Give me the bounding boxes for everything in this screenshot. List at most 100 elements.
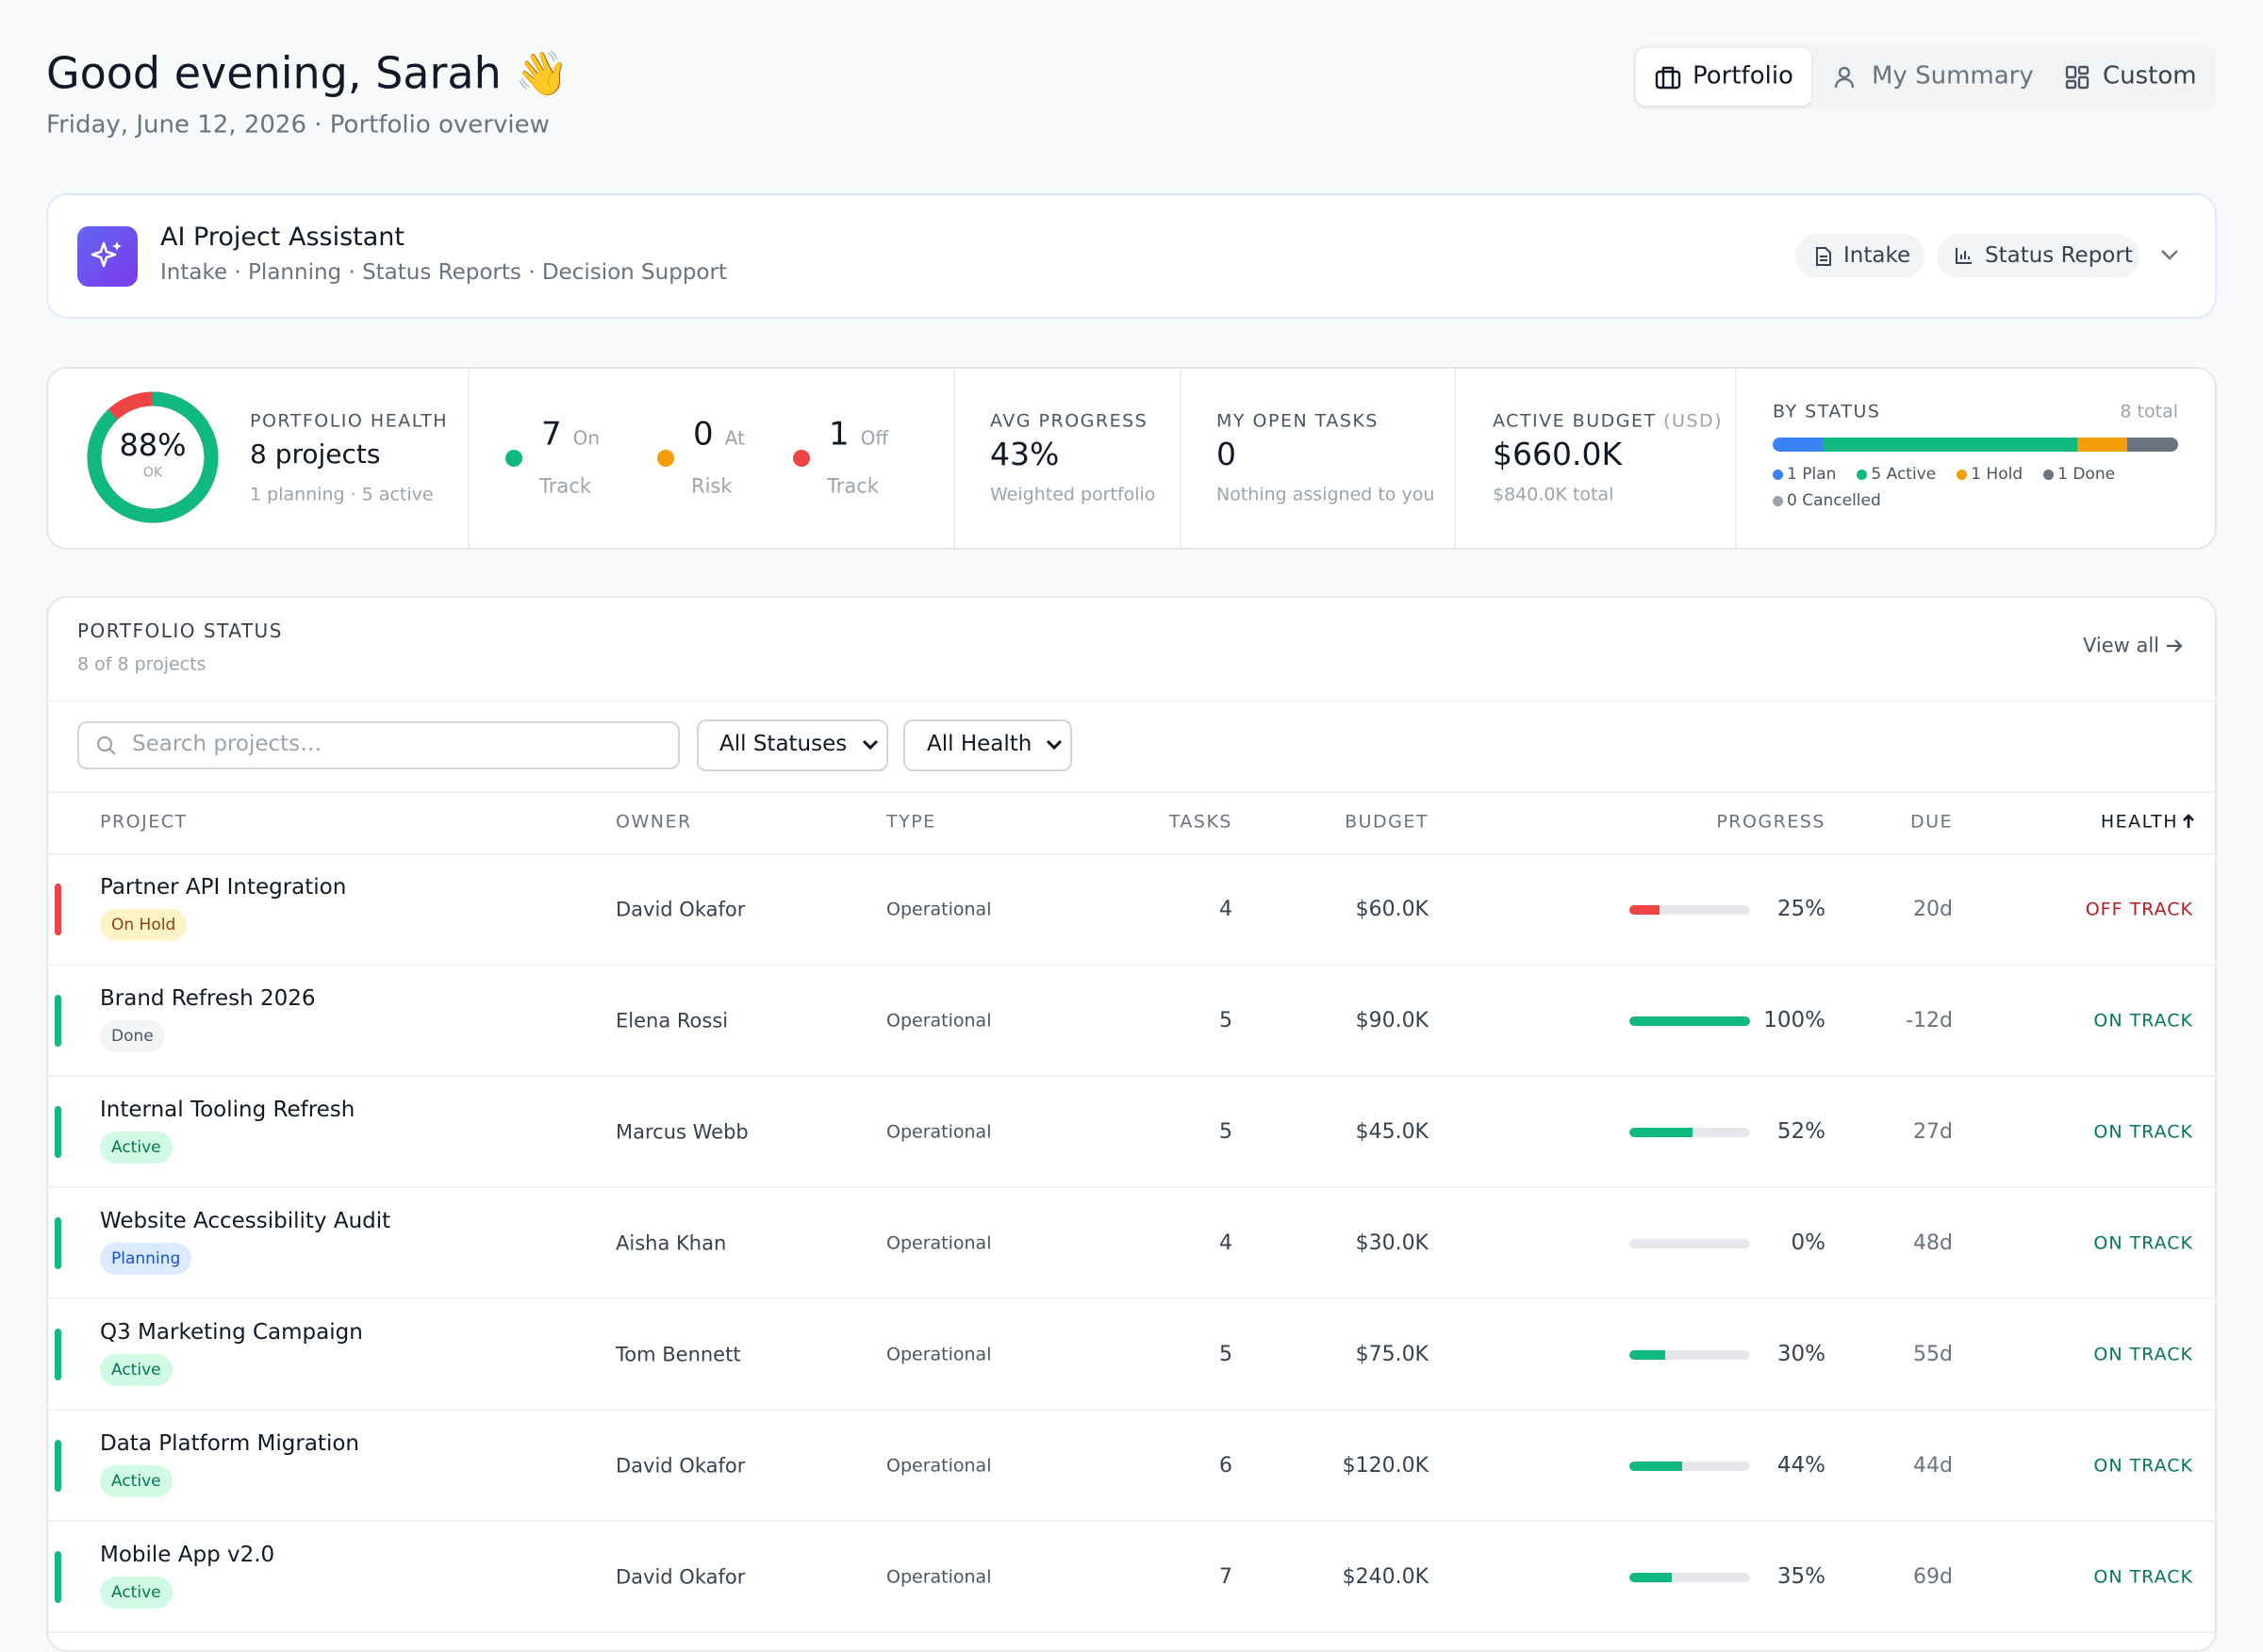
column-header[interactable]: TYPE [886,811,936,833]
due: 20d [1913,897,1953,921]
legend-item: 1 Plan [1773,465,1836,484]
health-stripe [55,884,61,935]
assistant-subtitle: Intake · Planning · Status Reports · Dec… [160,260,727,286]
budget: $75.0K [1355,1342,1429,1366]
column-header[interactable]: PROJECT [100,811,188,833]
health-stripe [55,1106,61,1158]
legend-item: 1 Hold [1957,465,2023,484]
tasks: 4 [1219,1231,1232,1255]
due: -12d [1906,1008,1953,1032]
status-filter[interactable] [697,719,888,771]
health-stripe [55,995,61,1047]
tab[interactable]: Custom [2103,61,2197,91]
chart-icon [1956,248,1972,264]
legend-label: 0 Cancelled [1787,491,1881,510]
column-header[interactable]: TASKS [1168,811,1232,833]
progress-label: 52% [1776,1119,1825,1145]
progress-fill [1629,1350,1666,1360]
track-count: 1 Off [829,416,888,454]
divider [1735,369,1737,548]
button-label[interactable]: Status Report [1985,243,2133,269]
column-header[interactable]: PROGRESS [1716,811,1825,833]
portfolio-icon [1655,66,1681,90]
legend-dot [1957,469,1968,480]
owner: David Okafor [616,1454,746,1478]
filter-label[interactable]: All Health [927,732,1032,757]
track-word: Track [827,474,879,498]
grid-icon [2065,65,2090,90]
progress-track [1629,1573,1750,1582]
progress-label: 100% [1763,1008,1825,1033]
tab-active-bg[interactable] [1636,48,1811,106]
progress-track [1629,1462,1750,1471]
status-badge: On Hold [100,908,188,942]
stat-note: Nothing assigned to you [1216,484,1435,505]
project-name[interactable]: Brand Refresh 2026 [100,986,316,1012]
status-badge: Active [100,1464,173,1498]
health: OFF TRACK [2085,899,2193,920]
button-label[interactable]: Intake [1843,243,1911,269]
legend-label: 1 Done [2057,465,2116,484]
stat-label: MY OPEN TASKS [1216,410,1379,432]
project-name[interactable]: Partner API Integration [100,875,347,900]
track-word: Risk [691,474,733,498]
row-divider [48,1631,2215,1633]
project-name[interactable]: Website Accessibility Audit [100,1209,391,1234]
stat-note: $840.0K total [1493,484,1614,505]
chevron-down[interactable] [2159,248,2180,261]
progress-track [1629,1239,1750,1248]
budget: $30.0K [1355,1231,1429,1255]
search-placeholder[interactable]: Search projects… [132,732,322,757]
donut-arc [87,391,219,523]
sort-arrow[interactable] [2181,813,2196,830]
filter-label[interactable]: All Statuses [719,732,848,757]
search-input[interactable] [77,721,680,769]
status-badge: Active [100,1131,173,1165]
progress-track [1629,1016,1750,1026]
arrow-right[interactable] [2165,637,2184,654]
stat-value: 8 projects [250,438,381,471]
due: 55d [1913,1342,1953,1366]
stat-value: 0 [1216,436,1236,473]
tab[interactable]: Portfolio [1693,61,1793,91]
column-header[interactable]: OWNER [616,811,692,833]
project-name[interactable]: Data Platform Migration [100,1431,359,1457]
track-count: 7 On [541,416,600,454]
project-name[interactable]: Mobile App v2.0 [100,1543,275,1568]
project-name[interactable]: Q3 Marketing Campaign [100,1320,363,1346]
divider [48,853,2215,855]
tasks: 5 [1219,1119,1232,1144]
row-divider [48,1186,2215,1188]
tasks: 5 [1219,1342,1232,1366]
divider [953,369,955,548]
user-icon [1834,66,1855,89]
divider [1180,369,1181,548]
track-dot [793,450,810,467]
legend-item: 1 Done [2043,465,2115,484]
progress-fill [1629,905,1660,915]
tab[interactable]: My Summary [1872,61,2034,91]
column-header[interactable]: DUE [1909,811,1953,833]
progress-label: 0% [1791,1231,1826,1256]
legend-label: 1 Hold [1971,465,2023,484]
portfolio-title: PORTFOLIO STATUS [77,620,283,642]
row-divider [48,1297,2215,1299]
due: 27d [1913,1119,1953,1144]
health-filter[interactable] [903,719,1072,771]
status-badge: Active [100,1353,173,1387]
status-report-button[interactable] [1937,234,2139,278]
type: Operational [886,1121,992,1143]
status-badge: Active [100,1576,173,1610]
column-header[interactable]: BUDGET [1345,811,1429,833]
progress-fill [1629,1016,1750,1026]
row-divider [48,1075,2215,1077]
stat-label: ACTIVE BUDGET (USD) [1493,411,1723,433]
view-all-link[interactable]: View all [2082,634,2159,657]
health-percent: 88% [119,426,187,463]
assistant-icon [77,226,138,287]
legend-dot [1773,495,1783,506]
divider [468,369,470,548]
project-name[interactable]: Internal Tooling Refresh [100,1098,355,1123]
column-header[interactable]: HEALTH [2100,811,2178,833]
sparkle-icon [91,241,122,268]
